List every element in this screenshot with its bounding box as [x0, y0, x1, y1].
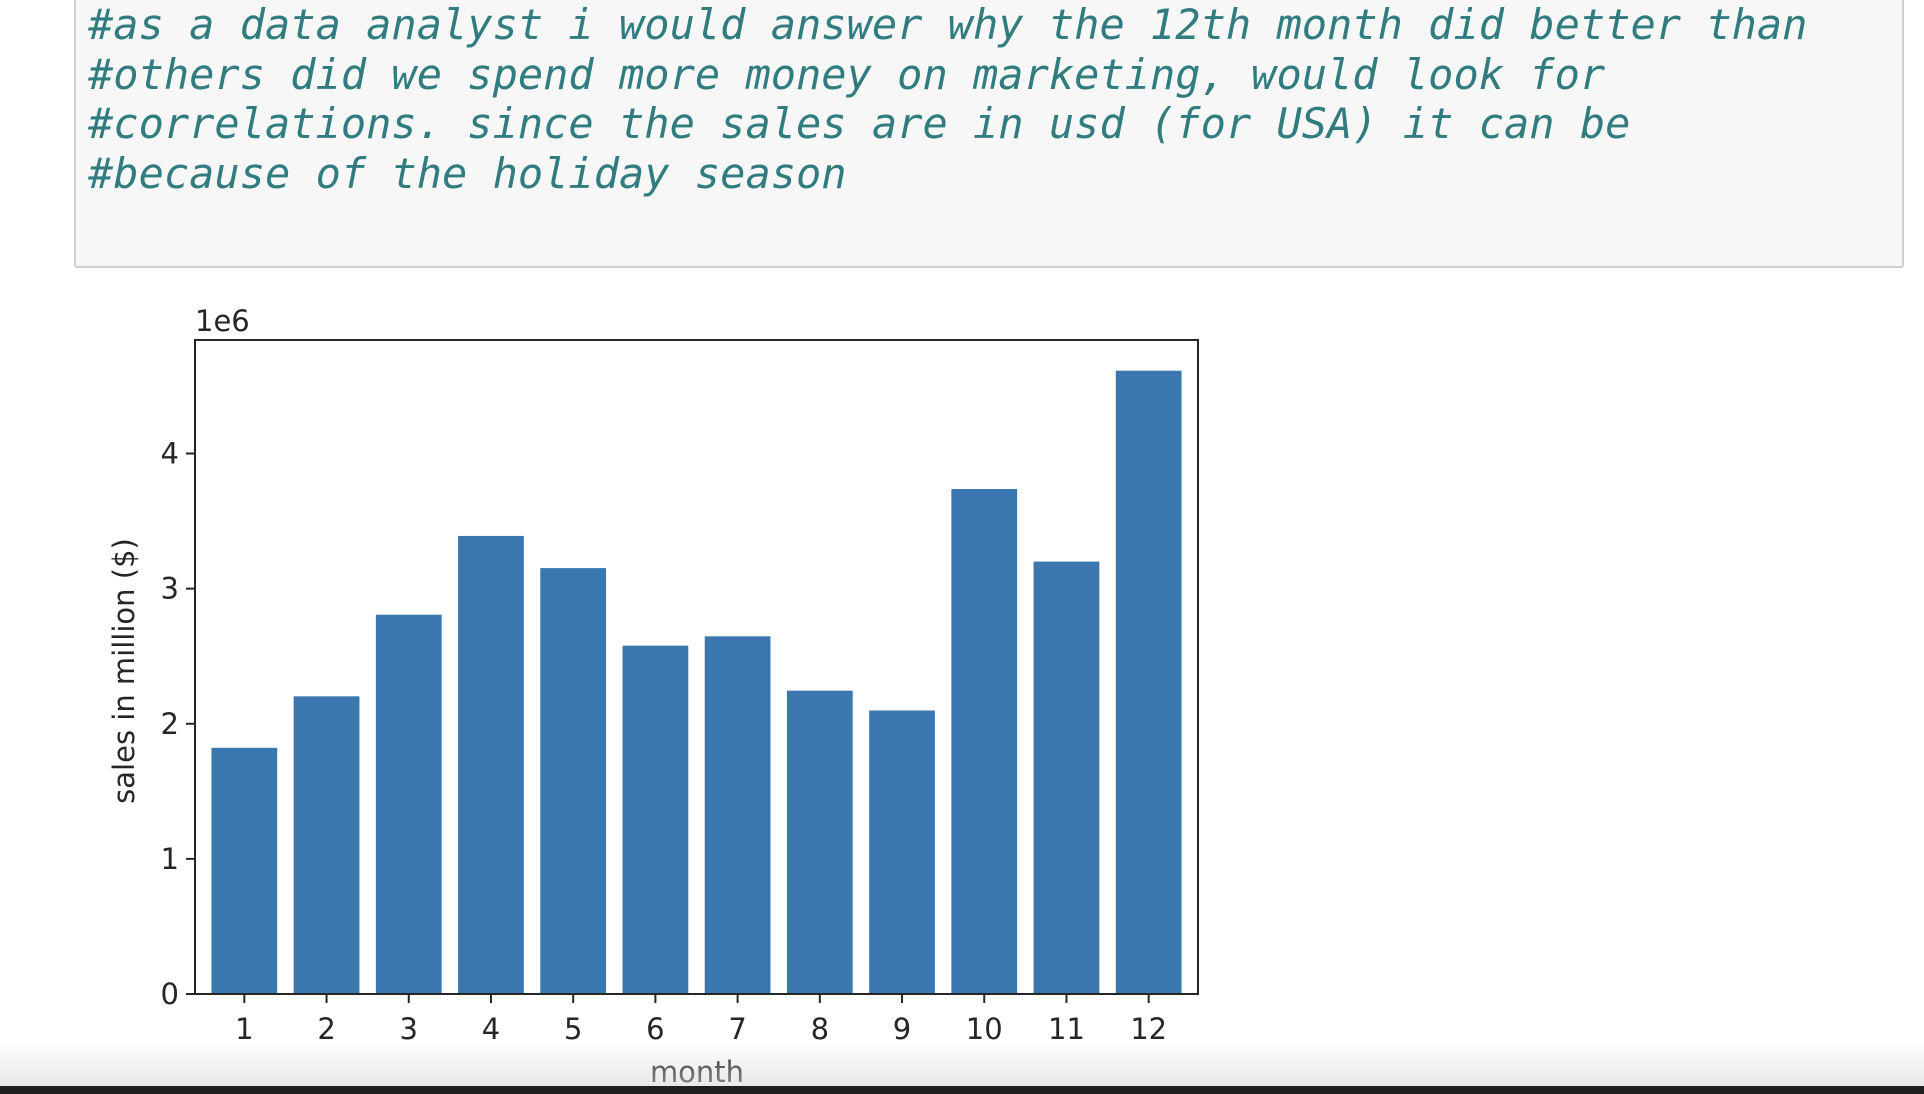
horizontal-scrollbar[interactable]: [0, 1086, 1924, 1094]
bar-month-4: [458, 535, 524, 994]
code-comment-line: #because of the holiday season: [88, 148, 847, 198]
code-cell-text[interactable]: #as a data analyst i would answer why th…: [88, 0, 1807, 198]
bar-month-1: [211, 747, 278, 994]
bar-month-10: [951, 489, 1018, 994]
y-axis-label: sales in million ($): [107, 538, 141, 804]
code-comment-line: #as a data analyst i would answer why th…: [88, 0, 1808, 49]
x-tick-label: 1: [235, 1012, 253, 1046]
bar-month-12: [1115, 370, 1182, 994]
y-tick-label: 2: [161, 707, 179, 741]
axes-frame: [194, 339, 1199, 995]
x-tick-label: 7: [728, 1012, 746, 1046]
bar-month-8: [786, 690, 853, 994]
bar-month-9: [869, 710, 935, 994]
x-tick-label: 2: [317, 1012, 335, 1046]
x-tick-label: 3: [400, 1012, 418, 1046]
y-tick-label: 1: [161, 842, 179, 876]
bar-month-5: [540, 568, 607, 994]
bar-month-2: [293, 696, 360, 994]
bar-month-11: [1033, 561, 1100, 994]
code-cell[interactable]: #as a data analyst i would answer why th…: [74, 0, 1904, 268]
x-tick-label: 9: [893, 1012, 911, 1046]
y-tick-label: 3: [161, 572, 179, 606]
x-axis-label: month: [650, 1055, 744, 1089]
x-tick-label: 4: [482, 1012, 500, 1046]
code-comment-line: #others did we spend more money on marke…: [88, 49, 1606, 99]
x-tick-label: 12: [1130, 1012, 1167, 1046]
x-tick-label: 8: [811, 1012, 829, 1046]
x-tick-label: 6: [646, 1012, 664, 1046]
y-axis-offset-label: 1e6: [195, 304, 250, 338]
x-tick-label: 10: [966, 1012, 1003, 1046]
y-tick-label: 0: [161, 977, 179, 1011]
x-tick-label: 5: [564, 1012, 582, 1046]
bar-month-7: [704, 636, 771, 994]
bar-month-3: [375, 614, 442, 994]
y-tick-label: 4: [161, 437, 179, 471]
x-tick-label: 11: [1048, 1012, 1085, 1046]
bar-month-6: [622, 645, 689, 994]
code-comment-line: #correlations. since the sales are in us…: [88, 99, 1631, 148]
